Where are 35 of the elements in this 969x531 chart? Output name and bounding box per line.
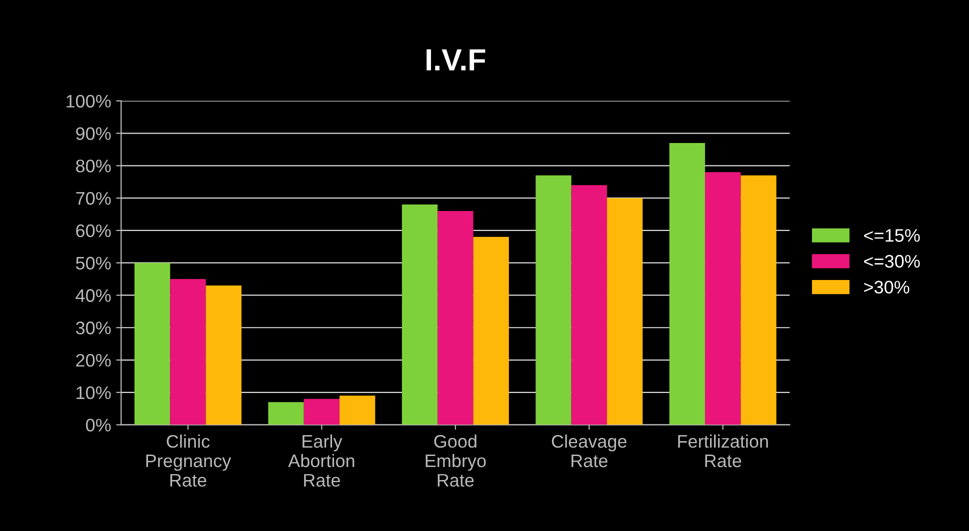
x-tick-label: Fertilization Rate — [678, 434, 768, 468]
bar — [340, 396, 376, 425]
bar — [170, 279, 206, 425]
bar — [134, 262, 170, 425]
bar — [206, 286, 242, 425]
y-tick-label: 60% — [76, 224, 111, 238]
x-tick-label: Early Abortion Rate — [288, 434, 354, 487]
y-tick-label: 70% — [76, 192, 111, 205]
y-tick-label: 80% — [76, 160, 111, 172]
bar — [536, 175, 572, 425]
y-tick-label: 50% — [76, 256, 111, 270]
bar — [438, 211, 474, 425]
y-tick-label: 10% — [76, 386, 111, 400]
x-tick-label: Clinic Pregnancy Rate — [146, 434, 232, 487]
bar — [740, 175, 776, 425]
bar — [268, 402, 304, 425]
bar — [571, 185, 607, 425]
legend-label: <=30% — [864, 254, 920, 268]
y-tick-label: 30% — [76, 322, 111, 334]
chart-title: I.V.F — [426, 49, 486, 70]
bar — [669, 143, 706, 425]
bar — [606, 198, 643, 425]
bar — [304, 398, 340, 425]
x-tick-label: Cleavage Rate — [552, 434, 626, 468]
x-tick-label: Good Embryo Rate — [426, 434, 486, 487]
bar — [402, 204, 438, 425]
bar — [473, 236, 509, 425]
legend-label: >30% — [864, 280, 910, 294]
bar — [705, 172, 741, 425]
legend-label: <=15% — [864, 229, 920, 242]
y-tick-label: 20% — [76, 354, 111, 367]
y-tick-label: 0% — [86, 418, 111, 432]
y-tick-label: 90% — [76, 127, 111, 140]
y-tick-label: 40% — [76, 289, 111, 302]
y-tick-label: 100% — [66, 94, 111, 108]
